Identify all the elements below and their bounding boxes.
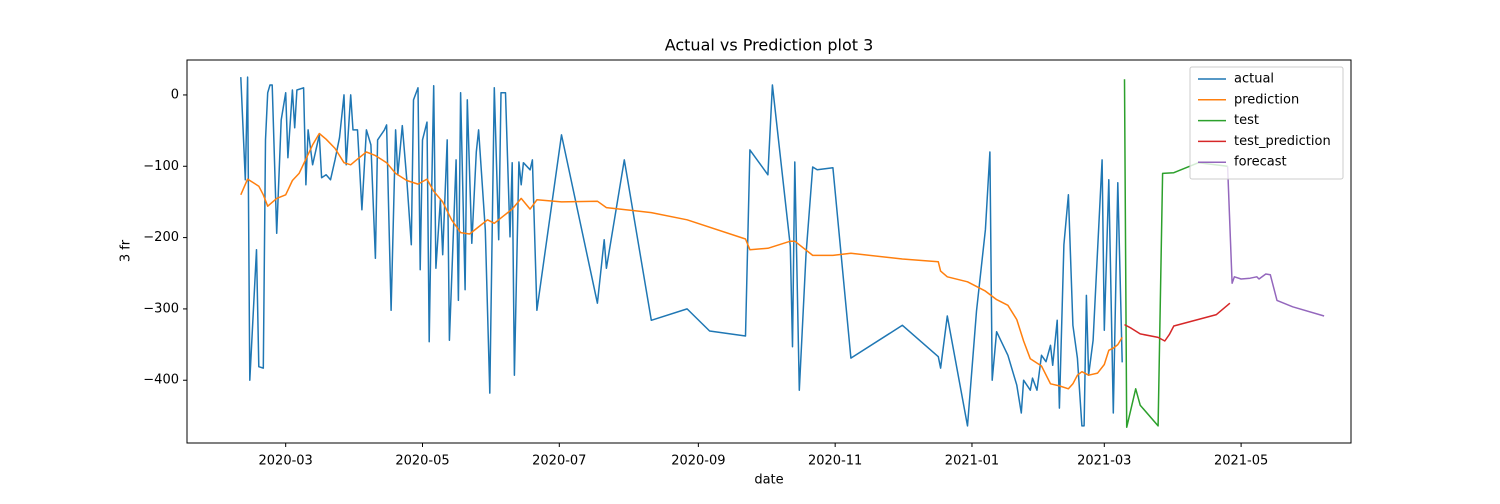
legend-label: test_prediction xyxy=(1234,134,1331,149)
x-axis-label: date xyxy=(754,473,783,488)
y-tick-label: −200 xyxy=(143,230,179,245)
legend-label: prediction xyxy=(1234,92,1299,107)
legend-label: test xyxy=(1234,113,1259,128)
x-tick-label: 2021-05 xyxy=(1214,454,1268,469)
legend-label: forecast xyxy=(1234,155,1287,170)
x-tick-label: 2020-07 xyxy=(532,454,586,469)
x-tick-label: 2021-03 xyxy=(1077,454,1131,469)
plot-frame xyxy=(186,59,1352,444)
legend-label: actual xyxy=(1234,72,1274,87)
series-line xyxy=(240,132,1123,390)
series-line xyxy=(1226,166,1325,317)
legend: actual prediction test test_predictionforec… xyxy=(1189,66,1344,180)
series-line xyxy=(240,76,1123,427)
x-tick-label: 2021-01 xyxy=(945,454,999,469)
y-axis-label: 3 fr xyxy=(119,239,134,262)
x-tick-label: 2020-03 xyxy=(259,454,313,469)
legend-box xyxy=(1189,66,1344,180)
chart-title: Actual vs Prediction plot 3 xyxy=(665,36,874,55)
x-tick-label: 2020-11 xyxy=(808,454,862,469)
x-tick-label: 2020-09 xyxy=(671,454,725,469)
y-tick-label: 0 xyxy=(171,87,179,102)
y-tick-label: −400 xyxy=(143,373,179,388)
y-tick-label: −300 xyxy=(143,301,179,316)
series-line xyxy=(1124,302,1231,342)
x-tick-label: 2020-05 xyxy=(395,454,449,469)
y-tick-label: −100 xyxy=(143,159,179,174)
